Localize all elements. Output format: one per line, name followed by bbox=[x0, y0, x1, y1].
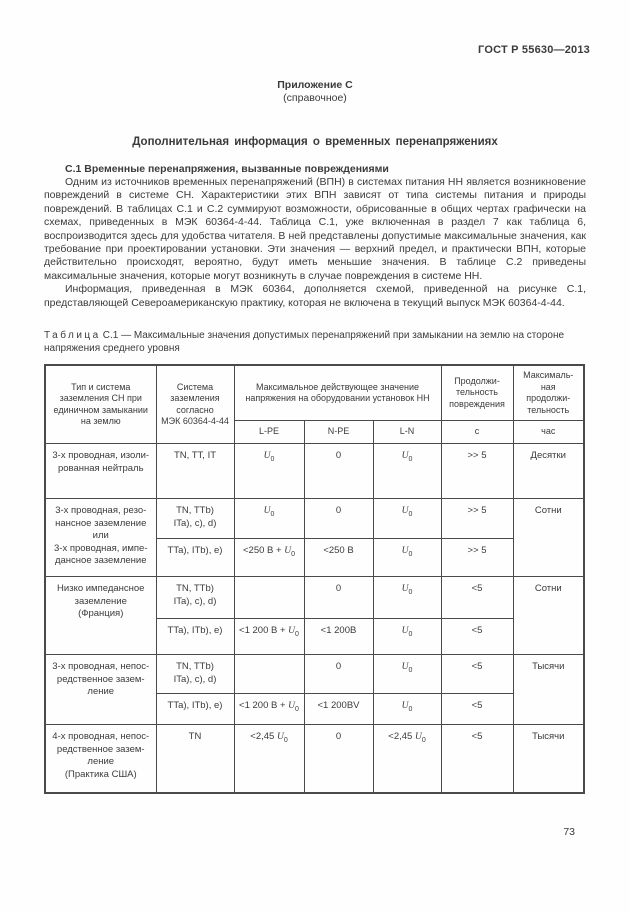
cell-lpe: U0 bbox=[233, 443, 305, 500]
cell-max-duration: Сотни bbox=[512, 576, 585, 656]
table-row: Низко импедансное заземление (Франция) T… bbox=[44, 576, 585, 656]
cell-npe: <1 200ВV bbox=[303, 693, 374, 726]
cell-npe: <1 200В bbox=[303, 618, 374, 656]
cell-system: TN, TT, IT bbox=[155, 443, 235, 500]
cell-lpe: <1 200 В + U0 bbox=[233, 693, 305, 726]
cell-type: 4-х проводная, непос- редственное зазем-… bbox=[44, 724, 157, 794]
cell-npe: 0 bbox=[303, 576, 374, 620]
header-voltage-group: Максимальное действующее значение напряж… bbox=[233, 364, 442, 422]
cell-ln: U0 bbox=[372, 498, 442, 540]
section-heading: С.1 Временные перенапряжения, вызванные … bbox=[65, 163, 389, 175]
appendix-block: Приложение С (справочное) bbox=[0, 79, 630, 104]
cell-npe: 0 bbox=[303, 443, 374, 500]
table-c1: Тип и система заземления СН при единично… bbox=[44, 364, 586, 794]
content-area: С.1 Временные перенапряжения, вызванные … bbox=[44, 163, 586, 794]
cell-system: TN, TTb) ITa), c), d) bbox=[155, 498, 235, 540]
subheader-hours: час bbox=[512, 420, 585, 445]
cell-ln: U0 bbox=[372, 693, 442, 726]
table-row: TTa), ITb), e) <1 200 В + U0 <1 200ВV U0… bbox=[45, 693, 584, 726]
cell-system: TTa), ITb), e) bbox=[155, 618, 235, 656]
cell-ln: U0 bbox=[372, 654, 442, 695]
cell-lpe: <2,45 U0 bbox=[233, 724, 305, 794]
table-row: 3-х проводная, резо- нансное заземление … bbox=[44, 498, 585, 578]
cell-npe: 0 bbox=[303, 654, 374, 695]
subheader-ln: L-N bbox=[372, 420, 442, 445]
cell-lpe bbox=[233, 576, 305, 620]
cell-ln: U0 bbox=[372, 618, 442, 656]
cell-type: 3-х проводная, изоли- рованная нейтраль bbox=[44, 443, 157, 500]
cell-type: 3-х проводная, непос- редственное зазем-… bbox=[44, 654, 157, 726]
table-caption-text: — Максимальные значения допустимых перен… bbox=[44, 330, 565, 355]
table-row: 4-х проводная, непос- редственное зазем-… bbox=[44, 724, 585, 794]
cell-system: TTa), ITb), e) bbox=[155, 538, 235, 578]
cell-lpe bbox=[233, 654, 305, 695]
cell-system: TN bbox=[155, 724, 235, 794]
table-caption-word: Таблица bbox=[44, 330, 101, 342]
appendix-subtitle: (справочное) bbox=[283, 92, 347, 104]
paragraph-2: Информация, приведенная в МЭК 60364, доп… bbox=[44, 283, 586, 309]
cell-duration: <5 bbox=[440, 576, 514, 620]
page-title: Дополнительная информация о временных пе… bbox=[132, 136, 498, 148]
cell-npe: 0 bbox=[303, 498, 374, 540]
table-caption: Таблица С.1 — Максимальные значения допус… bbox=[44, 329, 586, 355]
cell-ln: U0 bbox=[372, 443, 442, 500]
cell-max-duration: Тысячи bbox=[512, 654, 585, 726]
header-duration: Продолжи- тельность повреждения bbox=[440, 364, 514, 422]
cell-npe: 0 bbox=[303, 724, 374, 794]
cell-lpe: U0 bbox=[233, 498, 305, 540]
cell-duration: <5 bbox=[440, 724, 514, 794]
appendix-title: Приложение С bbox=[277, 79, 353, 91]
subheader-seconds: с bbox=[440, 420, 514, 445]
cell-duration: <5 bbox=[440, 654, 514, 695]
cell-max-duration: Тысячи bbox=[512, 724, 585, 794]
cell-npe: <250 В bbox=[303, 538, 374, 578]
cell-ln: U0 bbox=[372, 538, 442, 578]
cell-lpe: <1 200 В + U0 bbox=[233, 618, 305, 656]
table-row: TTa), ITb), e) <1 200 В + U0 <1 200В U0 … bbox=[45, 618, 584, 656]
header-type: Тип и система заземления СН при единично… bbox=[44, 364, 157, 445]
cell-max-duration: Сотни bbox=[512, 498, 585, 578]
document-code: ГОСТ Р 55630—2013 bbox=[478, 44, 590, 56]
cell-duration: >> 5 bbox=[440, 443, 514, 500]
cell-system: TTa), ITb), e) bbox=[155, 693, 235, 726]
subheader-npe: N-PE bbox=[303, 420, 374, 445]
cell-ln: U0 bbox=[372, 576, 442, 620]
page-number: 73 bbox=[563, 826, 575, 838]
table-row: 3-х проводная, непос- редственное зазем-… bbox=[44, 654, 585, 726]
cell-type: 3-х проводная, резо- нансное заземление … bbox=[44, 498, 157, 578]
cell-ln: <2,45 U0 bbox=[372, 724, 442, 794]
table-row: TTa), ITb), e) <250 В + U0 <250 В U0 >> … bbox=[45, 538, 584, 578]
paragraph-1: Одним из источников временных перенапряж… bbox=[44, 176, 586, 282]
cell-duration: <5 bbox=[440, 618, 514, 656]
header-max-duration: Максималь- ная продолжи- тельность bbox=[512, 364, 585, 422]
header-system: Система заземления согласно МЭК 60364-4-… bbox=[155, 364, 235, 445]
cell-lpe: <250 В + U0 bbox=[233, 538, 305, 578]
cell-duration: >> 5 bbox=[440, 538, 514, 578]
cell-system: TN, TTb) ITa), c), d) bbox=[155, 654, 235, 695]
cell-duration: <5 bbox=[440, 693, 514, 726]
subheader-lpe: L-PE bbox=[233, 420, 305, 445]
cell-max-duration: Десятки bbox=[512, 443, 585, 500]
cell-duration: >> 5 bbox=[440, 498, 514, 540]
table-row: 3-х проводная, изоли- рованная нейтраль … bbox=[44, 443, 585, 500]
table-caption-number: С.1 bbox=[102, 330, 119, 342]
cell-type: Низко импедансное заземление (Франция) bbox=[44, 576, 157, 656]
cell-system: TN, TTb) ITa), c), d) bbox=[155, 576, 235, 620]
